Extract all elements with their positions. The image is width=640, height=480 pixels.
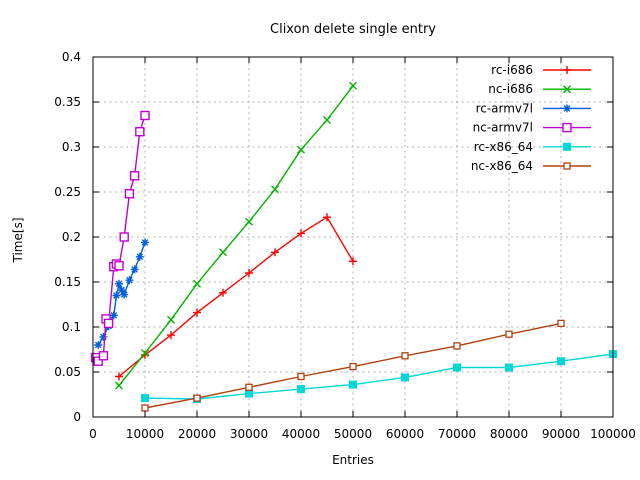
- legend-label: nc-x86_64: [471, 159, 533, 173]
- series-line: [118, 85, 354, 386]
- data-series: [90, 81, 617, 412]
- x-tick-label: 60000: [386, 427, 424, 441]
- series-nc-x86_64: [141, 319, 565, 412]
- y-tick-label: 0.05: [54, 365, 81, 379]
- y-tick-label: 0.15: [54, 275, 81, 289]
- x-tick-label: 40000: [282, 427, 320, 441]
- series-markers: [115, 81, 357, 390]
- x-tick-label: 100000: [590, 427, 636, 441]
- series-line: [144, 353, 614, 400]
- legend-marker: [563, 104, 571, 113]
- y-tick-label: 0.4: [62, 50, 81, 64]
- legend-entry-nc-x86_64: nc-x86_64: [471, 159, 591, 173]
- series-nc-armv7l: [90, 110, 150, 366]
- legend-label: rc-x86_64: [474, 140, 533, 154]
- series-markers: [141, 319, 565, 412]
- x-tick-label: 50000: [334, 427, 372, 441]
- series-nc-i686: [115, 81, 357, 390]
- y-tick-label: 0.35: [54, 95, 81, 109]
- x-axis-label: Entries: [332, 453, 374, 467]
- x-tick-label: 10000: [126, 427, 164, 441]
- tick-labels: 0 10000 20000 30000 40000 50000 60000 70000 8000…: [54, 50, 636, 441]
- x-tick-label: 0: [89, 427, 97, 441]
- y-tick-label: 0.25: [54, 185, 81, 199]
- series-markers: [115, 213, 357, 381]
- y-tick-label: 0.2: [62, 230, 81, 244]
- legend-marker: [563, 142, 571, 151]
- legend-label: nc-armv7l: [473, 121, 533, 135]
- legend-marker: [563, 162, 571, 170]
- legend-entry-rc-i686: rc-i686: [491, 63, 591, 77]
- legend-label: nc-i686: [488, 82, 533, 96]
- legend-entry-nc-armv7l: nc-armv7l: [473, 121, 591, 135]
- legend: rc-i686 nc-i686 rc-armv7l nc-armv7l rc-x86_6…: [471, 63, 591, 173]
- legend-entry-rc-armv7l: rc-armv7l: [476, 101, 591, 115]
- legend-label: rc-armv7l: [476, 101, 533, 115]
- legend-label: rc-i686: [491, 63, 533, 77]
- gridlines: [93, 57, 613, 417]
- series-markers: [90, 110, 150, 366]
- legend-marker: [563, 66, 571, 74]
- x-tick-label: 70000: [438, 427, 476, 441]
- x-tick-label: 90000: [542, 427, 580, 441]
- y-tick-label: 0.1: [62, 320, 81, 334]
- series-line: [118, 216, 354, 378]
- legend-marker: [562, 122, 572, 133]
- series-rc-i686: [115, 213, 357, 381]
- legend-marker: [563, 85, 571, 94]
- x-tick-label: 30000: [230, 427, 268, 441]
- y-tick-label: 0.3: [62, 140, 81, 154]
- chart-title: Clixon delete single entry: [270, 22, 436, 37]
- y-tick-label: 0: [73, 410, 81, 424]
- legend-entry-nc-i686: nc-i686: [488, 82, 591, 96]
- y-axis-label: Time[s]: [11, 218, 25, 264]
- legend-entry-rc-x86_64: rc-x86_64: [474, 140, 591, 154]
- axes: [92, 56, 614, 418]
- x-tick-label: 80000: [490, 427, 528, 441]
- x-tick-label: 20000: [178, 427, 216, 441]
